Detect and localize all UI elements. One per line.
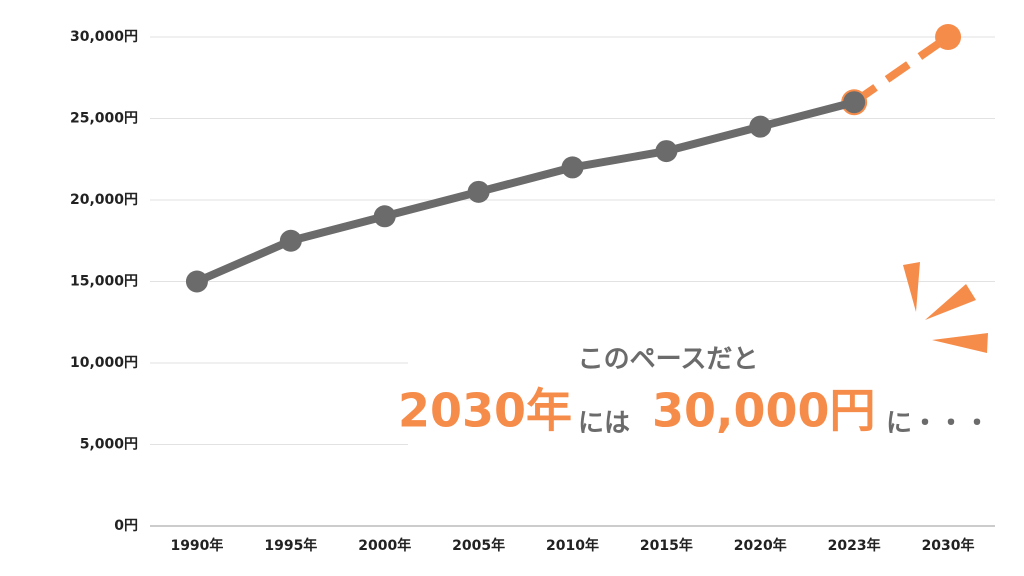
- x-tick-label: 2020年: [734, 537, 787, 554]
- annotation: 30,000円: [652, 384, 876, 438]
- x-tick-label: 2015年: [640, 537, 693, 554]
- y-tick-label: 15,000円: [70, 274, 138, 290]
- x-tick-label: 1995年: [264, 537, 317, 554]
- burst: [903, 262, 988, 353]
- x-tick-label: 2000年: [358, 537, 411, 554]
- point: [843, 91, 866, 114]
- point: [561, 156, 584, 179]
- y-tick-label: 5,000円: [80, 437, 138, 453]
- x-tick-label: 1990年: [170, 537, 223, 554]
- plot: [185, 24, 962, 293]
- point: [373, 205, 396, 228]
- annotation: には: [578, 409, 630, 439]
- annotation-backdrop: [408, 335, 1000, 455]
- y-tick-label: 0円: [114, 518, 138, 534]
- point: [655, 140, 678, 163]
- line: [195, 98, 856, 286]
- x-tick-label: 2030年: [922, 537, 975, 554]
- line: [851, 33, 951, 106]
- annotation: に・・・: [886, 409, 990, 439]
- x-tick-label: 2023年: [828, 537, 881, 554]
- point: [467, 180, 490, 203]
- y-tick-label: 20,000円: [70, 192, 138, 208]
- x-tick-label: 2005年: [452, 537, 505, 554]
- x-tick-label: 2010年: [546, 537, 599, 554]
- y-tick-label: 10,000円: [70, 355, 138, 371]
- point: [749, 115, 772, 138]
- point: [185, 270, 208, 293]
- y-tick-label: 25,000円: [70, 111, 138, 127]
- point: [279, 229, 302, 252]
- annotation: このペースだと: [578, 345, 759, 375]
- y-tick-label: 30,000円: [70, 29, 138, 45]
- point: [935, 24, 962, 50]
- annotation: 2030年: [398, 384, 572, 438]
